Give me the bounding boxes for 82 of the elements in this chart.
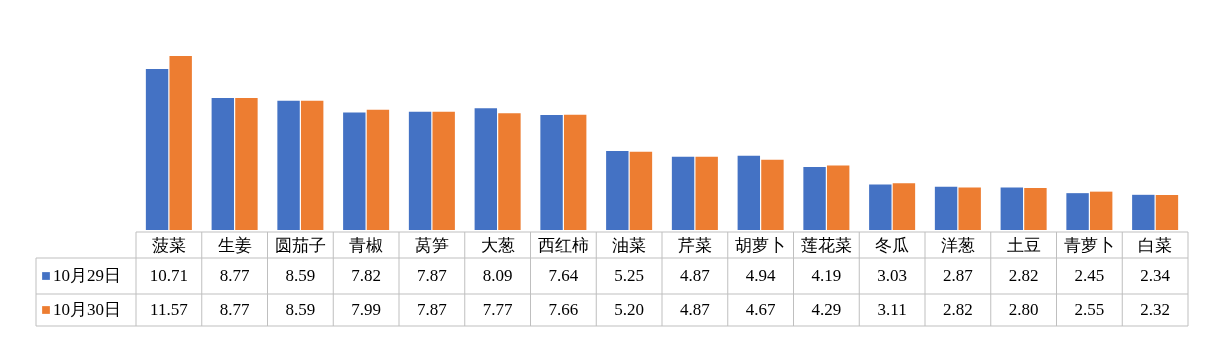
- data-label: 8.59: [285, 300, 316, 319]
- data-label: 7.87: [417, 300, 448, 319]
- data-label: 8.09: [482, 266, 513, 285]
- x-tick-label: 胡萝卜: [735, 236, 787, 255]
- bar: [300, 100, 324, 230]
- data-label: 4.87: [680, 300, 711, 319]
- bar: [277, 100, 300, 230]
- bar: [432, 111, 455, 230]
- bar: [958, 187, 981, 230]
- data-label: 2.87: [943, 266, 974, 285]
- data-label: 8.59: [285, 266, 316, 285]
- x-tick-label: 莴笋: [414, 236, 449, 255]
- data-label: 3.03: [877, 266, 907, 285]
- data-label: 4.67: [745, 300, 776, 319]
- x-tick-label: 莲花菜: [800, 236, 852, 255]
- data-label: 7.77: [482, 300, 513, 319]
- bar: [606, 151, 629, 230]
- data-label: 2.55: [1074, 300, 1105, 319]
- bar: [737, 155, 761, 230]
- bar: [145, 68, 169, 230]
- legend-label: 10月29日: [53, 266, 121, 285]
- data-label: 4.29: [811, 300, 842, 319]
- x-tick-label: 圆茄子: [274, 236, 326, 255]
- bar: [408, 111, 432, 230]
- data-label: 3.11: [877, 300, 907, 319]
- bar: [629, 151, 653, 230]
- x-tick-label: 油菜: [612, 236, 647, 255]
- bar: [671, 156, 695, 230]
- data-label: 8.77: [219, 300, 250, 319]
- bar: [366, 109, 390, 230]
- x-tick-label: 生姜: [217, 236, 252, 255]
- data-label: 2.34: [1140, 266, 1171, 285]
- data-label: 10.71: [149, 266, 188, 285]
- x-tick-label: 冬瓜: [875, 236, 910, 255]
- bar: [826, 165, 850, 230]
- bar: [892, 183, 916, 230]
- data-label: 2.82: [943, 300, 973, 319]
- bar: [540, 115, 563, 230]
- data-label: 11.57: [150, 300, 189, 319]
- bar: [1089, 191, 1113, 230]
- bar: [803, 166, 826, 230]
- data-label: 7.66: [548, 300, 579, 319]
- bar: [1000, 187, 1024, 230]
- data-label: 5.20: [614, 300, 644, 319]
- x-tick-label: 青萝卜: [1063, 236, 1115, 255]
- x-tick-label: 西红柿: [537, 236, 589, 255]
- data-label: 4.94: [745, 266, 776, 285]
- bar: [343, 112, 366, 230]
- data-label: 7.87: [417, 266, 448, 285]
- x-tick-label: 洋葱: [940, 236, 975, 255]
- bar: [1066, 193, 1089, 230]
- bar: [474, 108, 498, 230]
- x-tick-label: 青椒: [349, 236, 384, 255]
- x-tick-label: 大葱: [480, 236, 515, 255]
- bar: [169, 56, 192, 230]
- data-label: 7.82: [351, 266, 381, 285]
- x-tick-label: 芹菜: [677, 236, 712, 255]
- bar: [869, 184, 892, 230]
- x-tick-label: 土豆: [1006, 236, 1041, 255]
- data-label: 4.19: [811, 266, 842, 285]
- bar: [235, 98, 258, 230]
- x-tick-label: 白菜: [1138, 236, 1173, 255]
- bar: [695, 156, 718, 230]
- bar: [1024, 187, 1047, 230]
- data-label: 2.32: [1140, 300, 1170, 319]
- data-label: 2.80: [1008, 300, 1039, 319]
- data-label: 7.64: [548, 266, 579, 285]
- data-label: 2.45: [1074, 266, 1105, 285]
- bar: [761, 159, 784, 230]
- bar: [1155, 195, 1179, 230]
- data-label: 8.77: [219, 266, 250, 285]
- data-label: 4.87: [680, 266, 711, 285]
- data-label: 5.25: [614, 266, 644, 285]
- data-label: 7.99: [351, 300, 381, 319]
- bar: [498, 113, 521, 230]
- bar: [1132, 194, 1155, 230]
- x-tick-label: 菠菜: [151, 236, 186, 255]
- data-label: 2.82: [1008, 266, 1039, 285]
- legend-label: 10月30日: [53, 300, 121, 319]
- bar: [563, 114, 587, 230]
- bar: [211, 98, 235, 230]
- bar: [934, 186, 958, 230]
